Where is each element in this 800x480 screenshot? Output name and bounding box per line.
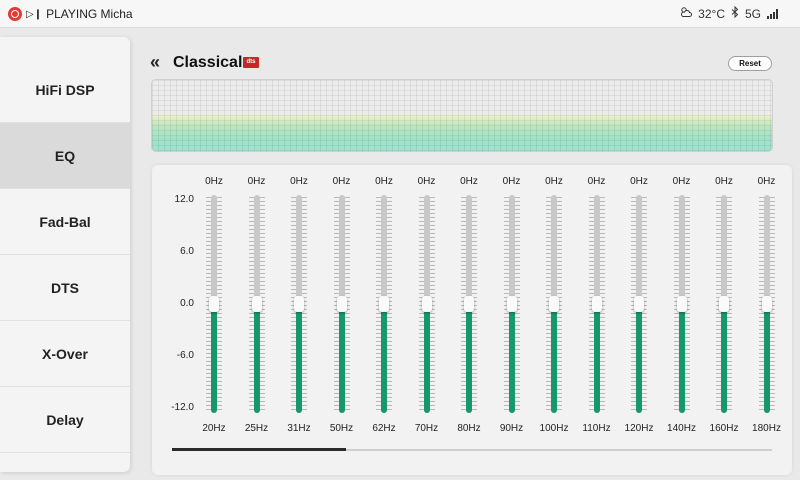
signal-bars-icon (767, 8, 778, 19)
scale-label-max: 12.0 (174, 194, 194, 205)
slider-fill (466, 304, 472, 413)
band-value-label: 0Hz (715, 176, 733, 187)
cloud-sun-icon (680, 6, 693, 21)
slider-knob[interactable] (421, 296, 432, 312)
slider-knob[interactable] (294, 296, 304, 312)
band-frequency-label: 110Hz (582, 423, 611, 434)
band-frequency-label: 140Hz (667, 423, 696, 434)
slider-knob[interactable] (719, 296, 729, 312)
eq-curve-display (151, 79, 773, 152)
band-frequency-label: 180Hz (752, 423, 781, 434)
now-playing-text: PLAYING Michae (46, 7, 133, 21)
sidebar-item-hifi-dsp[interactable]: HiFi DSP (0, 57, 130, 123)
band-value-label: 0Hz (460, 176, 478, 187)
curve-grid (152, 80, 772, 151)
slider-knob[interactable] (676, 296, 687, 312)
bluetooth-icon (731, 5, 739, 21)
slider-knob[interactable] (549, 296, 559, 312)
dts-badge: dts (243, 57, 259, 68)
slider-knob[interactable] (379, 296, 389, 312)
slider-knob[interactable] (251, 296, 262, 312)
band-value-label: 0Hz (375, 176, 393, 187)
slider-fill (423, 304, 430, 413)
band-value-label: 0Hz (417, 176, 436, 187)
band-frequency-label: 62Hz (372, 423, 396, 434)
slider-knob[interactable] (336, 296, 347, 312)
band-value-label: 0Hz (332, 176, 351, 187)
bands-scrollbar[interactable] (172, 448, 772, 451)
status-icons: 32°C 5G (680, 5, 778, 21)
sidebar-item-x-over[interactable]: X-Over (0, 321, 130, 387)
band-value-label: 0Hz (247, 176, 266, 187)
reset-button[interactable]: Reset (728, 56, 772, 71)
band-frequency-label: 120Hz (624, 423, 654, 434)
sidebar-item-eq[interactable]: EQ (0, 123, 130, 189)
band-frequency-label: 20Hz (202, 423, 226, 434)
slider-fill (721, 304, 727, 413)
slider-fill (381, 304, 387, 413)
slider-fill (508, 304, 515, 413)
sidebar-item-delay[interactable]: Delay (0, 387, 130, 453)
band-value-label: 0Hz (545, 176, 563, 187)
slider-knob[interactable] (761, 296, 772, 312)
slider-fill (551, 304, 557, 413)
temperature: 32°C (698, 6, 725, 21)
slider-knob[interactable] (634, 296, 644, 312)
scale-label-low: -6.0 (176, 350, 194, 361)
slider-fill (296, 304, 302, 413)
slider-fill (593, 304, 600, 413)
band-value-label: 0Hz (502, 176, 521, 187)
slider-knob[interactable] (209, 296, 219, 312)
sidebar: HiFi DSP EQ Fad-Bal DTS X-Over Delay (0, 37, 130, 472)
double-chevron-left-icon[interactable]: « (150, 52, 161, 72)
slider-fill (211, 304, 217, 413)
slider-fill (763, 304, 770, 413)
band-frequency-label: 90Hz (499, 423, 524, 434)
music-app-icon (8, 7, 22, 21)
slider-knob[interactable] (506, 296, 517, 312)
band-value-label: 0Hz (587, 176, 606, 187)
preset-title[interactable]: Classical (173, 54, 243, 71)
slider-fill (338, 304, 345, 413)
slider-fill (636, 304, 642, 413)
slider-knob[interactable] (464, 296, 474, 312)
band-frequency-label: 160Hz (709, 423, 739, 434)
network-type: 5G (744, 6, 761, 21)
scale-label-min: -12.0 (171, 402, 194, 413)
band-frequency-label: 80Hz (457, 423, 481, 434)
scale-label-high: 6.0 (180, 246, 194, 257)
slider-fill (253, 304, 260, 413)
scale-label-zero: 0.0 (180, 298, 194, 309)
band-frequency-label: 70Hz (414, 423, 439, 434)
band-frequency-label: 50Hz (329, 423, 354, 434)
slider-knob[interactable] (591, 296, 602, 312)
status-bar: ▷❙ PLAYING Michae 32°C 5G (0, 0, 800, 28)
play-pause-icon: ▷❙ (26, 8, 43, 20)
band-frequency-label: 31Hz (287, 423, 311, 434)
band-value-label: 0Hz (290, 176, 308, 187)
band-value-label: 0Hz (630, 176, 648, 187)
slider-fill (678, 304, 685, 413)
now-playing-indicator[interactable]: ▷❙ PLAYING Michae (8, 6, 133, 22)
band-frequency-label: 25Hz (244, 423, 269, 434)
band-value-label: 0Hz (205, 176, 223, 187)
sidebar-item-fad-bal[interactable]: Fad-Bal (0, 189, 130, 255)
band-frequency-label: 100Hz (539, 423, 569, 434)
bands-scroll-thumb[interactable] (172, 448, 346, 451)
band-value-label: 0Hz (672, 176, 691, 187)
band-value-label: 0Hz (757, 176, 776, 187)
sidebar-item-dts[interactable]: DTS (0, 255, 130, 321)
